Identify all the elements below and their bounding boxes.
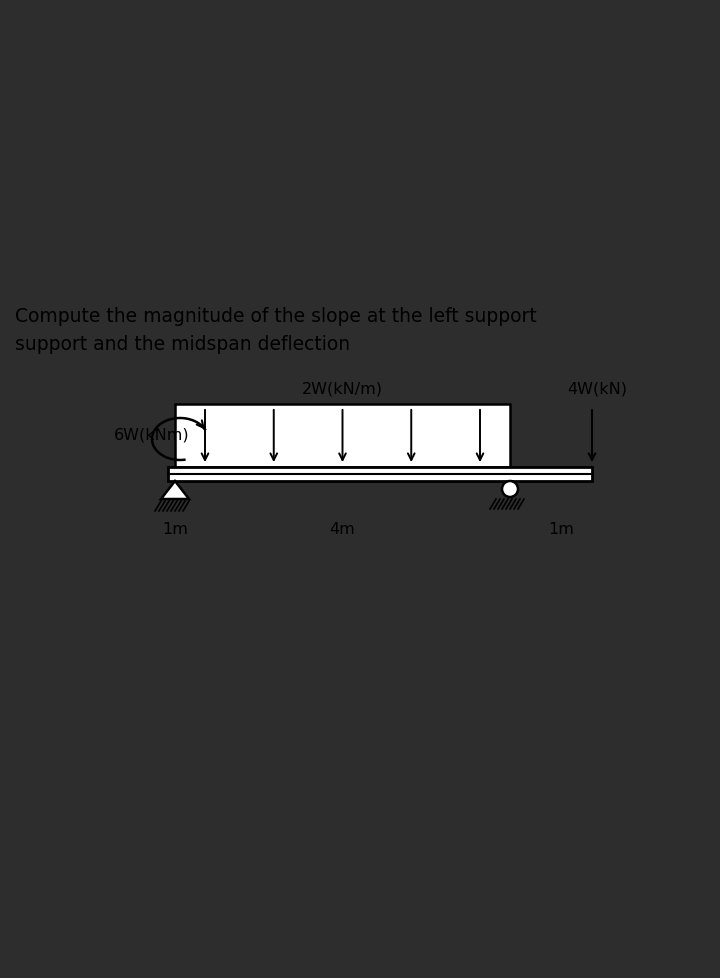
Text: 4W(kN): 4W(kN): [567, 381, 627, 397]
Text: 4m: 4m: [330, 521, 356, 537]
Bar: [175, 405, 510, 467]
Text: 6W(kNm): 6W(kNm): [114, 427, 189, 442]
Polygon shape: [161, 481, 189, 500]
Text: 1m: 1m: [162, 521, 188, 537]
Circle shape: [502, 481, 518, 498]
Text: Compute the magnitude of the slope at the left support: Compute the magnitude of the slope at th…: [15, 307, 536, 326]
Text: 1m: 1m: [548, 521, 574, 537]
Bar: [168, 467, 592, 481]
Text: support and the midspan deflection: support and the midspan deflection: [15, 334, 350, 354]
Text: 2W(kN/m): 2W(kN/m): [302, 381, 383, 397]
